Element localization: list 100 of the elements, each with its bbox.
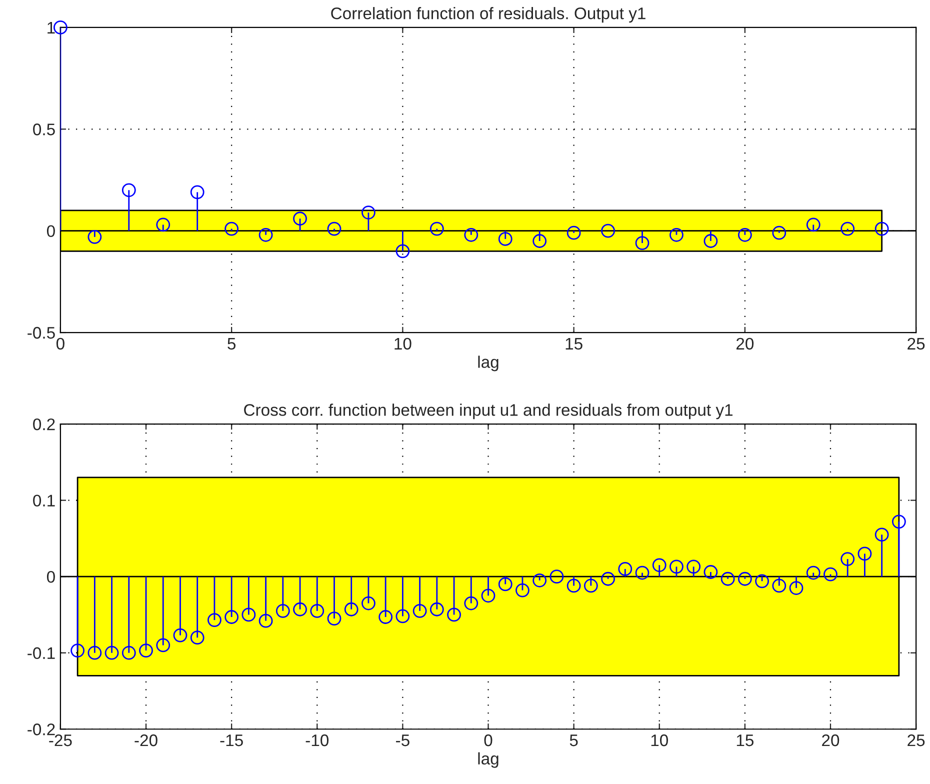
x-tick-label: -10 [306, 734, 329, 746]
point [652, 558, 666, 572]
point [276, 604, 290, 618]
x-tick-label: 0 [484, 734, 492, 746]
point [156, 218, 170, 232]
point [88, 646, 102, 660]
point [327, 222, 342, 236]
point [293, 602, 307, 616]
point [447, 608, 461, 622]
x-tick-label: -25 [49, 734, 72, 746]
point [806, 218, 820, 232]
y-tick-label: 0.1 [33, 494, 55, 507]
x-tick-label: -5 [396, 734, 410, 746]
point [720, 572, 735, 586]
y-tick-label: 0.2 [33, 418, 55, 430]
point [566, 226, 581, 240]
point [208, 613, 222, 627]
x-tick-label: 15 [736, 734, 754, 746]
point [362, 206, 376, 220]
y-tick-label: -0.1 [28, 647, 55, 660]
point [122, 646, 136, 660]
point [464, 596, 478, 610]
point [430, 602, 444, 616]
point [104, 646, 119, 660]
y-tick-label: 0 [46, 225, 55, 238]
point [139, 644, 153, 658]
x-tick-label: 25 [908, 338, 925, 350]
point [772, 578, 786, 593]
point [566, 578, 581, 593]
x-tick-label: 20 [736, 338, 754, 350]
point [824, 567, 838, 582]
point [293, 212, 307, 226]
point [670, 560, 684, 574]
point [601, 224, 615, 238]
x-tick-label: 10 [394, 338, 412, 350]
point [635, 566, 650, 580]
point [498, 577, 512, 592]
point [892, 514, 906, 529]
x-axis-title: lag [478, 356, 498, 372]
point [498, 232, 512, 246]
point [874, 222, 889, 236]
y-tick-label: -0.2 [28, 724, 55, 736]
x-tick-label: 0 [56, 338, 64, 350]
point [412, 604, 427, 618]
point [550, 570, 564, 584]
point [242, 608, 256, 622]
point [88, 230, 102, 244]
point [584, 578, 598, 593]
point [430, 222, 444, 236]
y-tick-label: 0.5 [33, 124, 55, 136]
point [396, 244, 410, 258]
point [327, 612, 342, 626]
point [704, 234, 718, 248]
x-tick-label: 25 [908, 734, 925, 746]
chart-title: Correlation function of residuals. Output y1 [331, 7, 646, 23]
point [464, 228, 478, 242]
point [670, 228, 684, 242]
x-tick-label: 20 [822, 734, 840, 746]
point [635, 236, 650, 250]
x-axis-title: lag [478, 752, 498, 768]
point [874, 528, 889, 542]
point [54, 20, 68, 34]
point [686, 560, 701, 574]
x-tick-label: 5 [570, 734, 578, 746]
point [532, 234, 547, 248]
y-tick-label: 0 [46, 570, 55, 583]
x-tick-label: 15 [566, 338, 582, 350]
point [618, 562, 632, 576]
point [738, 572, 752, 586]
point [396, 609, 410, 624]
point [70, 644, 85, 658]
point [840, 552, 855, 566]
point [806, 566, 820, 580]
point [362, 596, 376, 610]
point [258, 614, 273, 628]
point [840, 222, 855, 236]
point [122, 183, 136, 198]
x-tick-label: -20 [134, 734, 158, 746]
point [704, 565, 718, 579]
x-tick-label: -15 [220, 734, 243, 746]
point [601, 572, 615, 586]
point [258, 228, 273, 242]
point [789, 581, 804, 595]
point [738, 228, 752, 242]
x-tick-label: 10 [651, 734, 668, 746]
point [755, 574, 769, 588]
point [378, 610, 393, 624]
point [224, 610, 239, 624]
point [156, 638, 170, 652]
point [190, 185, 204, 200]
y-tick-label: -0.5 [28, 326, 55, 339]
point [516, 583, 530, 598]
x-tick-label: 5 [228, 338, 236, 350]
chart-title: Cross corr. function between input u1 and residuals from output y1 [244, 404, 732, 420]
point [190, 630, 204, 645]
point [858, 546, 872, 561]
point [344, 602, 358, 616]
point [173, 628, 188, 642]
point [772, 226, 786, 240]
point [310, 604, 324, 618]
